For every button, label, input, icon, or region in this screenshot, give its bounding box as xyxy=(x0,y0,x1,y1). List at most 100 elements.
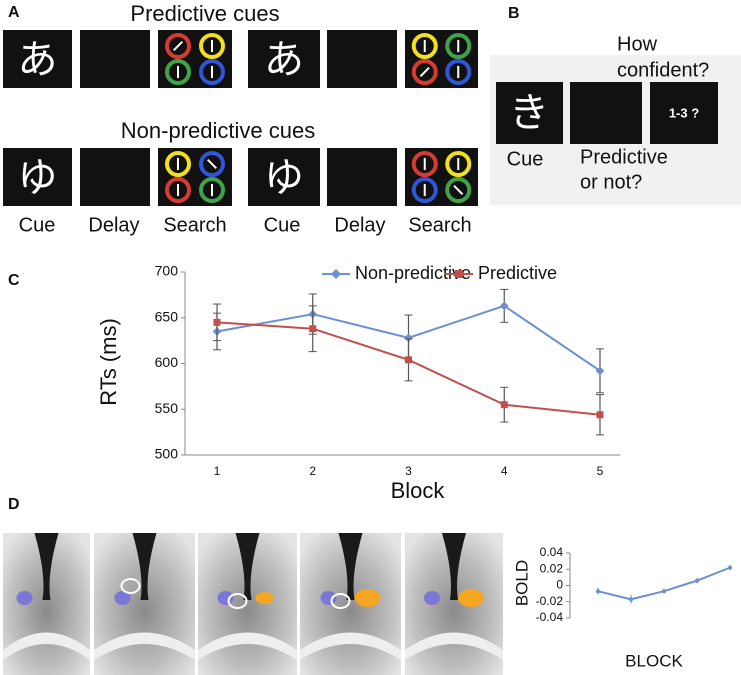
marker xyxy=(213,318,221,326)
cue-character: ゆ xyxy=(18,155,58,201)
y-tick-label: 650 xyxy=(155,308,179,324)
stimulus-frame xyxy=(327,30,397,88)
marker xyxy=(499,301,509,311)
white-matter xyxy=(198,632,297,660)
search-bar xyxy=(419,67,430,77)
y-tick-label: 500 xyxy=(155,446,179,462)
activation xyxy=(458,589,484,607)
ventricle xyxy=(235,533,260,600)
stimulus-frame xyxy=(248,148,320,206)
caption: Cue xyxy=(507,148,544,170)
caption: Search xyxy=(408,214,471,236)
x-tick-label: 3 xyxy=(405,464,412,478)
decoration xyxy=(3,30,741,675)
search-ring xyxy=(445,33,472,59)
y-tick-label: 0.04 xyxy=(540,545,564,559)
activation xyxy=(255,592,274,604)
question: confident? xyxy=(617,59,709,81)
activation xyxy=(354,589,381,607)
marker xyxy=(500,401,508,409)
search-ring xyxy=(411,177,438,203)
caption: Delay xyxy=(334,214,385,236)
roi-circle xyxy=(330,593,351,609)
panel-label: A xyxy=(8,4,20,21)
x-tick-label: 5 xyxy=(597,464,604,478)
stimulus-frame xyxy=(3,30,72,88)
search-bar xyxy=(207,159,217,169)
cue-character: あ xyxy=(18,37,58,83)
x-tick-label: 2 xyxy=(309,464,316,478)
x-axis-label: BLOCK xyxy=(625,651,683,670)
panel-label: B xyxy=(508,5,520,22)
panel-label: C xyxy=(8,272,20,289)
marker xyxy=(662,589,666,594)
stimulus-frame xyxy=(650,82,718,144)
search-ring xyxy=(445,59,472,85)
y-tick-label: -0.04 xyxy=(536,610,564,624)
search-ring xyxy=(165,177,191,203)
white-matter xyxy=(3,632,90,660)
marker xyxy=(596,589,600,594)
marker xyxy=(404,333,413,343)
marker xyxy=(596,411,604,419)
x-axis-label: Block xyxy=(391,478,446,503)
stimulus-frame xyxy=(327,148,397,206)
roi-circle xyxy=(227,593,248,609)
search-ring xyxy=(445,151,472,177)
caption: Delay xyxy=(88,214,139,236)
marker xyxy=(405,356,412,364)
roi-blob xyxy=(114,591,131,605)
panel-label: D xyxy=(8,496,20,513)
marker xyxy=(309,325,317,333)
y-tick-label: 600 xyxy=(155,354,179,370)
ventricle xyxy=(132,533,157,600)
search-ring xyxy=(411,33,438,59)
panel-title: Predictive cues xyxy=(130,1,279,26)
legend-marker xyxy=(331,269,341,279)
search-ring xyxy=(165,151,191,177)
ventricle xyxy=(34,533,59,600)
y-tick-label: -0.02 xyxy=(536,594,564,608)
marker xyxy=(629,597,633,602)
legend-label: Predictive xyxy=(478,263,557,283)
roi-blob xyxy=(320,591,337,605)
search-bar xyxy=(453,185,464,195)
x-tick-label: 4 xyxy=(501,464,508,478)
cue-character: ゆ xyxy=(264,155,304,201)
search-ring xyxy=(199,177,225,203)
rating-prompt: 1-3 ? xyxy=(669,105,699,120)
stimulus-frame xyxy=(570,82,642,144)
roi-circle xyxy=(120,578,141,594)
y-axis-label: BOLD xyxy=(512,560,531,606)
search-ring xyxy=(411,151,438,177)
search-bar xyxy=(173,41,183,51)
roi-blob xyxy=(424,591,440,605)
series-line xyxy=(597,566,731,601)
stimulus-frame xyxy=(248,30,320,88)
panel-title: Non-predictive cues xyxy=(121,118,315,143)
y-tick-label: 0.02 xyxy=(540,561,564,575)
legend-marker xyxy=(455,270,463,278)
y-tick-label: 700 xyxy=(155,263,179,279)
search-ring xyxy=(445,177,472,203)
roi-blob xyxy=(217,591,234,605)
y-axis-label: RTs (ms) xyxy=(96,318,121,406)
white-matter xyxy=(94,632,195,660)
search-ring xyxy=(199,151,225,177)
stimulus-frame xyxy=(80,30,150,88)
white-matter xyxy=(405,632,503,660)
cue-character: あ xyxy=(264,37,304,83)
caption: Cue xyxy=(264,214,301,236)
search-ring xyxy=(199,33,225,59)
y-tick-label: 550 xyxy=(155,400,179,416)
question: Predictive xyxy=(580,146,668,168)
stimulus-frame xyxy=(496,82,563,144)
search-ring xyxy=(165,33,191,59)
stimulus-frame xyxy=(80,148,150,206)
legend-label: Non-predictive xyxy=(355,263,471,283)
stimulus-frame xyxy=(3,148,72,206)
caption: Cue xyxy=(19,214,56,236)
search-ring xyxy=(199,59,225,85)
caption: Search xyxy=(163,214,226,236)
